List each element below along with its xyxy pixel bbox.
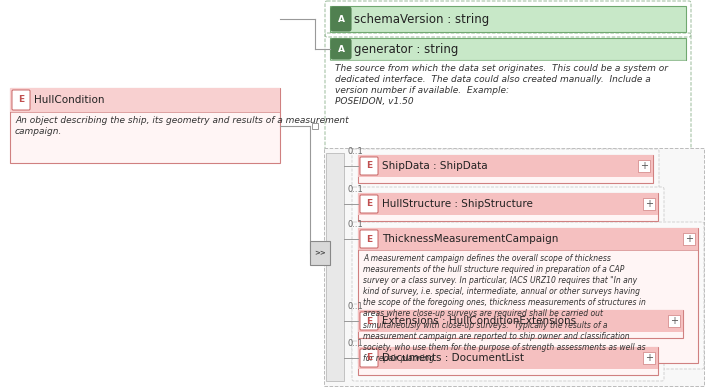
Text: ShipData : ShipData: ShipData : ShipData xyxy=(382,161,488,171)
FancyBboxPatch shape xyxy=(330,6,686,32)
FancyBboxPatch shape xyxy=(683,233,695,245)
FancyBboxPatch shape xyxy=(360,230,378,248)
FancyBboxPatch shape xyxy=(324,148,704,386)
FancyBboxPatch shape xyxy=(358,228,698,363)
Text: +: + xyxy=(685,234,693,244)
Text: An object describing the ship, its geometry and results of a measurement
campaig: An object describing the ship, its geome… xyxy=(15,116,348,136)
FancyBboxPatch shape xyxy=(668,315,680,327)
Text: A measurement campaign defines the overall scope of thickness
measurements of th: A measurement campaign defines the overa… xyxy=(363,254,646,363)
Text: generator : string: generator : string xyxy=(354,43,459,55)
Text: +: + xyxy=(640,161,648,171)
FancyBboxPatch shape xyxy=(358,310,683,332)
Text: A: A xyxy=(338,45,345,53)
FancyBboxPatch shape xyxy=(358,347,658,369)
FancyBboxPatch shape xyxy=(358,310,683,338)
FancyBboxPatch shape xyxy=(330,38,686,60)
FancyBboxPatch shape xyxy=(358,193,658,215)
Text: 0..1: 0..1 xyxy=(347,339,363,348)
Text: E: E xyxy=(366,161,372,171)
FancyBboxPatch shape xyxy=(352,341,664,381)
Text: 0..1: 0..1 xyxy=(347,220,363,229)
FancyBboxPatch shape xyxy=(310,241,330,265)
Text: +: + xyxy=(645,353,653,363)
Text: Extensions : HullConditionExtensions: Extensions : HullConditionExtensions xyxy=(382,316,576,326)
FancyBboxPatch shape xyxy=(360,312,378,330)
Text: +: + xyxy=(645,199,653,209)
Text: E: E xyxy=(366,235,372,243)
FancyBboxPatch shape xyxy=(331,7,351,31)
FancyBboxPatch shape xyxy=(643,198,655,210)
Text: schemaVersion : string: schemaVersion : string xyxy=(354,12,489,26)
Text: 0..1: 0..1 xyxy=(347,302,363,311)
FancyBboxPatch shape xyxy=(358,347,658,375)
FancyBboxPatch shape xyxy=(352,149,659,189)
FancyBboxPatch shape xyxy=(360,195,378,213)
Text: HullCondition: HullCondition xyxy=(34,95,105,105)
Text: +: + xyxy=(670,316,678,326)
FancyBboxPatch shape xyxy=(358,155,653,183)
Text: E: E xyxy=(366,200,372,209)
FancyBboxPatch shape xyxy=(358,193,658,221)
Text: >>: >> xyxy=(314,250,326,256)
Text: E: E xyxy=(366,317,372,325)
FancyBboxPatch shape xyxy=(10,88,280,112)
FancyBboxPatch shape xyxy=(312,123,318,128)
FancyBboxPatch shape xyxy=(638,160,650,172)
FancyBboxPatch shape xyxy=(10,88,280,163)
FancyBboxPatch shape xyxy=(12,90,30,110)
FancyBboxPatch shape xyxy=(360,157,378,175)
FancyBboxPatch shape xyxy=(352,187,664,227)
FancyBboxPatch shape xyxy=(358,155,653,177)
FancyBboxPatch shape xyxy=(330,60,686,148)
Text: ThicknessMeasurementCampaign: ThicknessMeasurementCampaign xyxy=(382,234,558,244)
Text: 0..1: 0..1 xyxy=(347,185,363,194)
FancyBboxPatch shape xyxy=(352,222,704,369)
Text: The source from which the data set originates.  This could be a system or
dedica: The source from which the data set origi… xyxy=(335,64,668,106)
Text: A: A xyxy=(338,14,345,24)
FancyBboxPatch shape xyxy=(352,304,689,344)
FancyBboxPatch shape xyxy=(360,349,378,367)
FancyBboxPatch shape xyxy=(643,352,655,364)
Text: HullStructure : ShipStructure: HullStructure : ShipStructure xyxy=(382,199,533,209)
FancyBboxPatch shape xyxy=(326,153,344,381)
Text: E: E xyxy=(18,96,24,104)
Text: 0..1: 0..1 xyxy=(347,147,363,156)
FancyBboxPatch shape xyxy=(331,39,351,59)
Text: E: E xyxy=(366,353,372,363)
FancyBboxPatch shape xyxy=(358,228,698,250)
Text: Documents : DocumentList: Documents : DocumentList xyxy=(382,353,524,363)
